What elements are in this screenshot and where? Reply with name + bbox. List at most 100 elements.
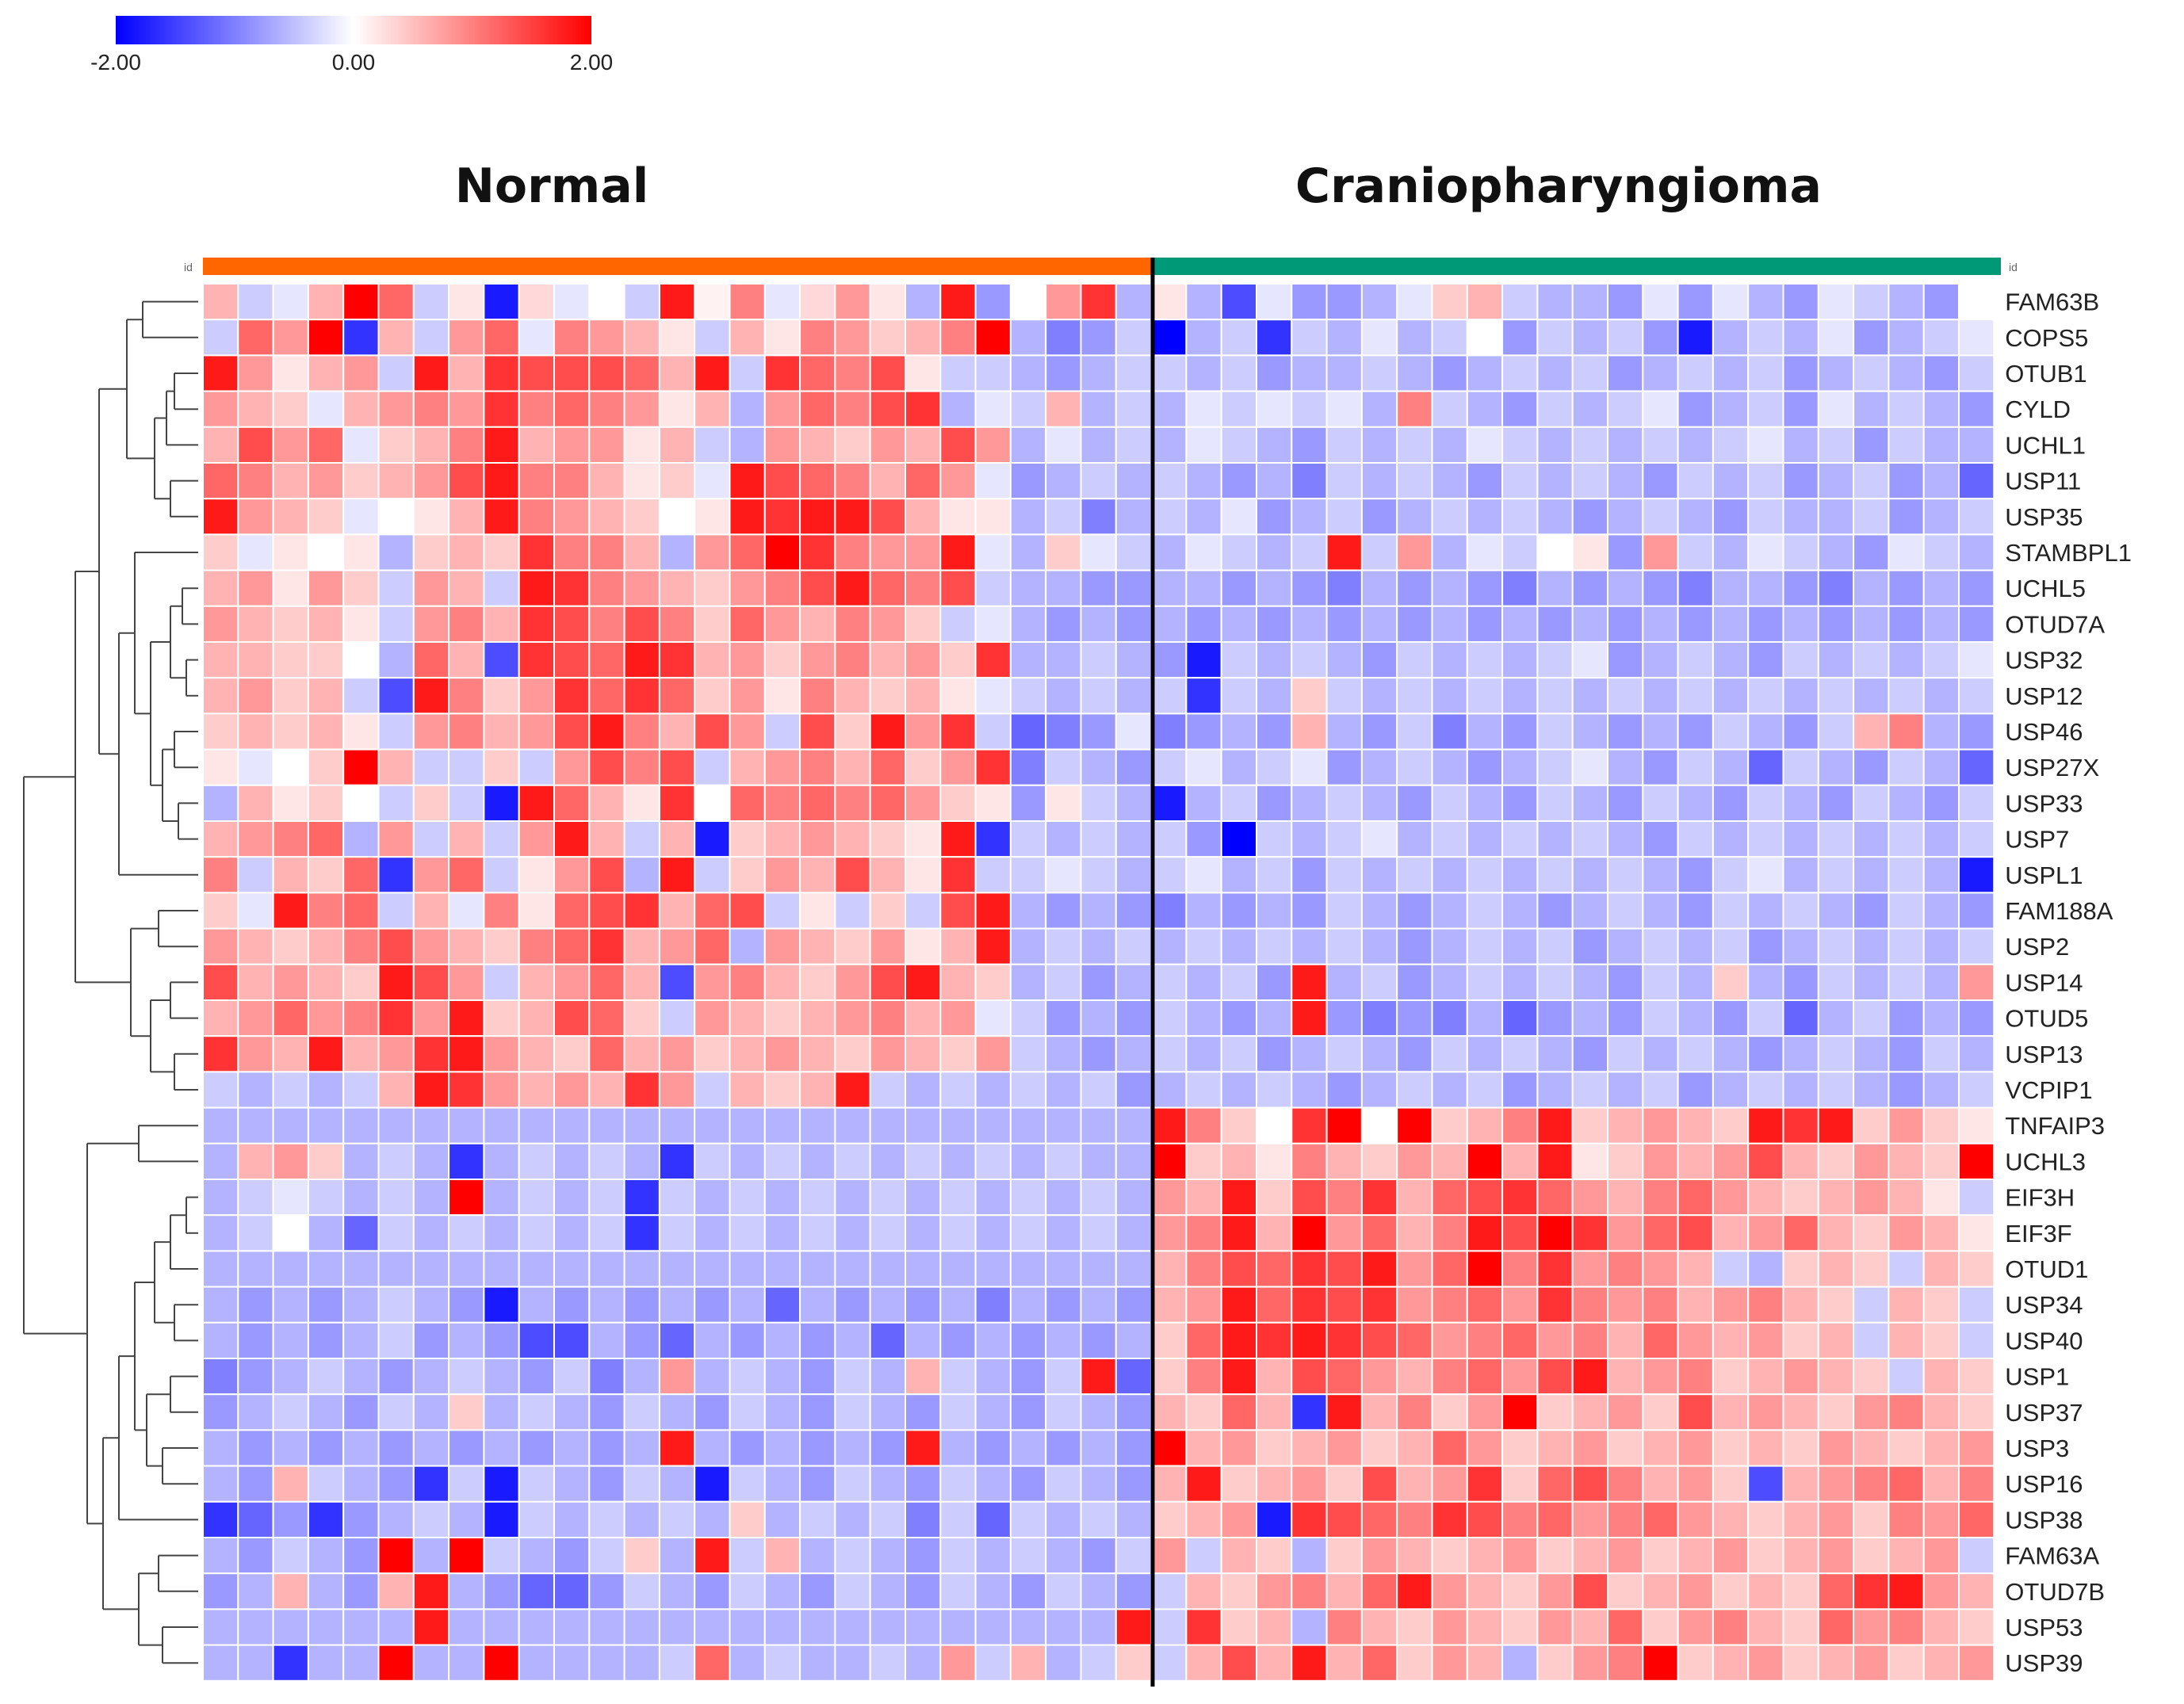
heatmap-cell [1185, 999, 1222, 1037]
heatmap-cell [237, 498, 274, 536]
heatmap-cell [1922, 1321, 1960, 1360]
heatmap-cell [658, 748, 696, 786]
heatmap-cell [729, 1179, 766, 1217]
heatmap-cell [1185, 390, 1222, 428]
heatmap-cell [1607, 283, 1644, 321]
heatmap-cell [1009, 1142, 1047, 1181]
heatmap-cell [1466, 1321, 1504, 1360]
heatmap-cell [694, 1537, 731, 1575]
heatmap-cell [1360, 927, 1398, 965]
heatmap-cell [1571, 1106, 1608, 1144]
heatmap-cell [694, 1358, 731, 1396]
heatmap-cell [905, 1071, 942, 1109]
heatmap-cell [1712, 1537, 1750, 1575]
heatmap-cell [412, 533, 450, 571]
row-label: FAM63B [2005, 288, 2099, 316]
heatmap-cell [905, 641, 942, 679]
heatmap-cell [763, 1608, 801, 1646]
heatmap-cell [1185, 354, 1222, 392]
heatmap-cell [1045, 963, 1082, 1002]
heatmap-cell [1009, 820, 1047, 858]
heatmap-cell [1291, 1250, 1328, 1288]
heatmap-cell [905, 533, 942, 571]
heatmap-cell [1466, 354, 1504, 392]
heatmap-cell [729, 1321, 766, 1360]
heatmap-cell [1922, 605, 1960, 643]
heatmap-cell [1501, 354, 1539, 392]
heatmap-cell [448, 1644, 485, 1682]
heatmap-cell [1291, 1644, 1328, 1682]
heatmap-cell [905, 319, 942, 357]
heatmap-cell [834, 354, 871, 392]
heatmap-cell [1431, 1572, 1468, 1610]
heatmap-cell [1922, 677, 1960, 715]
heatmap-cell [202, 892, 239, 930]
heatmap-cell [1185, 462, 1222, 500]
heatmap-cell [1642, 677, 1679, 715]
heatmap-cell [1853, 605, 1890, 643]
heatmap-cell [1325, 1500, 1363, 1539]
row-label: USP13 [2005, 1041, 2083, 1068]
heatmap-cell [1607, 605, 1644, 643]
heatmap-cell [939, 1465, 977, 1503]
heatmap-cell [1571, 283, 1608, 321]
heatmap-cell [694, 1035, 731, 1073]
heatmap-cell [905, 820, 942, 858]
heatmap-cell [237, 1608, 274, 1646]
heatmap-cell [974, 354, 1012, 392]
heatmap-cell [1360, 1358, 1398, 1396]
heatmap-cell [834, 641, 871, 679]
heatmap-cell [553, 1250, 591, 1288]
heatmap-cell [694, 820, 731, 858]
heatmap-cell [1501, 1644, 1539, 1682]
heatmap-cell [658, 963, 696, 1002]
heatmap-cell [237, 1179, 274, 1217]
heatmap-cell [483, 1358, 520, 1396]
heatmap-cell [1431, 390, 1468, 428]
heatmap-cell [834, 1179, 871, 1217]
heatmap-cell [1396, 641, 1433, 679]
heatmap-cell [1642, 748, 1679, 786]
heatmap-cell [974, 784, 1012, 822]
heatmap-cell [1677, 892, 1714, 930]
heatmap-cell [553, 605, 591, 643]
heatmap-cell [1256, 784, 1293, 822]
heatmap-cell [1466, 963, 1504, 1002]
heatmap-cell [342, 462, 380, 500]
heatmap-cell [588, 1142, 625, 1181]
heatmap-cell [1501, 1286, 1539, 1324]
heatmap-cell [272, 1608, 309, 1646]
heatmap-cell [237, 1071, 274, 1109]
heatmap-cell [869, 1179, 906, 1217]
heatmap-cell [1009, 963, 1047, 1002]
heatmap-cell [1642, 641, 1679, 679]
heatmap-cell [1396, 569, 1433, 607]
heatmap-cell [518, 426, 556, 464]
heatmap-cell [939, 892, 977, 930]
heatmap-cell [1642, 1537, 1679, 1575]
heatmap-cell [729, 1071, 766, 1109]
heatmap-cell [869, 1250, 906, 1288]
heatmap-cell [307, 1142, 345, 1181]
heatmap-cell [623, 1321, 660, 1360]
heatmap-cell [974, 1572, 1012, 1610]
heatmap-cell [202, 820, 239, 858]
heatmap-cell [694, 748, 731, 786]
heatmap-cell [1712, 748, 1750, 786]
heatmap-cell [1642, 1465, 1679, 1503]
heatmap-cell [1220, 892, 1257, 930]
heatmap-cell [1220, 784, 1257, 822]
heatmap-cell [1747, 1608, 1784, 1646]
heatmap-cell [1571, 605, 1608, 643]
heatmap-cell [518, 1035, 556, 1073]
heatmap-cell [1466, 677, 1504, 715]
heatmap-cell [518, 641, 556, 679]
heatmap-cell [869, 605, 906, 643]
heatmap-cell [1291, 1286, 1328, 1324]
heatmap-cell [518, 892, 556, 930]
heatmap-cell [553, 999, 591, 1037]
heatmap-cell [518, 498, 556, 536]
heatmap-cell [939, 677, 977, 715]
heatmap-cell [1782, 677, 1819, 715]
